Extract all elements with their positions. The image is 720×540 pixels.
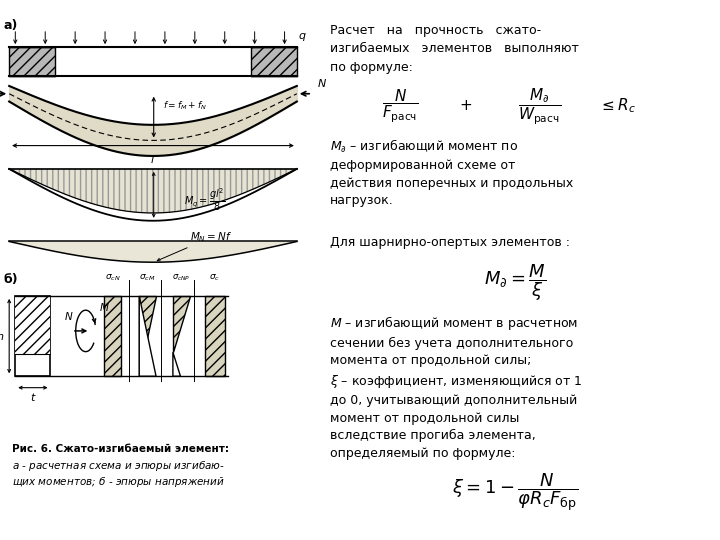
- Text: $\leq R_c$: $\leq R_c$: [599, 96, 636, 115]
- Text: $t$: $t$: [30, 391, 36, 403]
- Text: $M_{\partial}$ – изгибающий момент по
деформированной схеме от
действия поперечн: $M_{\partial}$ – изгибающий момент по де…: [330, 138, 573, 207]
- Text: $M$ – изгибающий момент в расчетном
сечении без учета дополнительного
момента от: $M$ – изгибающий момент в расчетном сече…: [330, 314, 582, 460]
- Text: $\sigma_{cN}$: $\sigma_{cN}$: [104, 273, 120, 283]
- Text: $M$: $M$: [99, 301, 110, 313]
- Text: $\dfrac{M_{\partial}}{W_{\mathsf{расч}}}$: $\dfrac{M_{\partial}}{W_{\mathsf{расч}}}…: [518, 86, 561, 127]
- Polygon shape: [139, 296, 156, 376]
- Bar: [15, 296, 50, 354]
- Text: $\sigma_{cM}$: $\sigma_{cM}$: [140, 273, 156, 283]
- Text: $\sigma_c$: $\sigma_c$: [210, 273, 220, 283]
- Text: $M_{\partial} = \dfrac{M}{\xi}$: $M_{\partial} = \dfrac{M}{\xi}$: [484, 262, 546, 303]
- Text: а): а): [3, 18, 17, 31]
- Polygon shape: [173, 296, 190, 352]
- Text: Для шарнирно-опертых элементов :: Для шарнирно-опертых элементов :: [330, 237, 570, 249]
- Text: $+$: $+$: [459, 98, 472, 113]
- Bar: [9, 47, 55, 76]
- Text: $q$: $q$: [298, 31, 307, 43]
- Text: $f = f_M + f_N$: $f = f_M + f_N$: [163, 99, 207, 112]
- Text: б): б): [3, 273, 18, 286]
- Text: $\dfrac{N}{F_{\mathsf{расч}}}$: $\dfrac{N}{F_{\mathsf{расч}}}$: [382, 88, 418, 125]
- Bar: [205, 296, 225, 376]
- Text: $a$ - расчетная схема и эпюры изгибаю-: $a$ - расчетная схема и эпюры изгибаю-: [12, 459, 225, 473]
- Text: $l$: $l$: [150, 153, 156, 165]
- Text: $\xi = 1 - \dfrac{N}{\varphi R_c F_{\text{бр}}}$: $\xi = 1 - \dfrac{N}{\varphi R_c F_{\tex…: [451, 471, 578, 513]
- Text: Рис. 6. Сжато-изгибаемый элемент:: Рис. 6. Сжато-изгибаемый элемент:: [12, 444, 229, 454]
- Polygon shape: [139, 296, 156, 376]
- Text: $N$: $N$: [317, 77, 327, 89]
- Text: щих моментов; $б$ - эпюры напряжений: щих моментов; $б$ - эпюры напряжений: [12, 475, 225, 489]
- Text: $\sigma_{cNP}$: $\sigma_{cNP}$: [172, 273, 191, 283]
- Bar: [251, 47, 297, 76]
- Text: $h$: $h$: [0, 330, 4, 342]
- Text: Расчет   на   прочность   сжато-
изгибаемых   элементов   выполняют
по формуле:: Расчет на прочность сжато- изгибаемых эл…: [330, 24, 579, 74]
- Bar: [104, 296, 121, 376]
- Text: $N$: $N$: [64, 309, 73, 322]
- Polygon shape: [173, 352, 181, 376]
- Bar: [15, 296, 50, 376]
- Text: $M_N = Nf$: $M_N = Nf$: [190, 230, 232, 244]
- Text: $M_q = \dfrac{gl^2}{8}$: $M_q = \dfrac{gl^2}{8}$: [184, 187, 225, 213]
